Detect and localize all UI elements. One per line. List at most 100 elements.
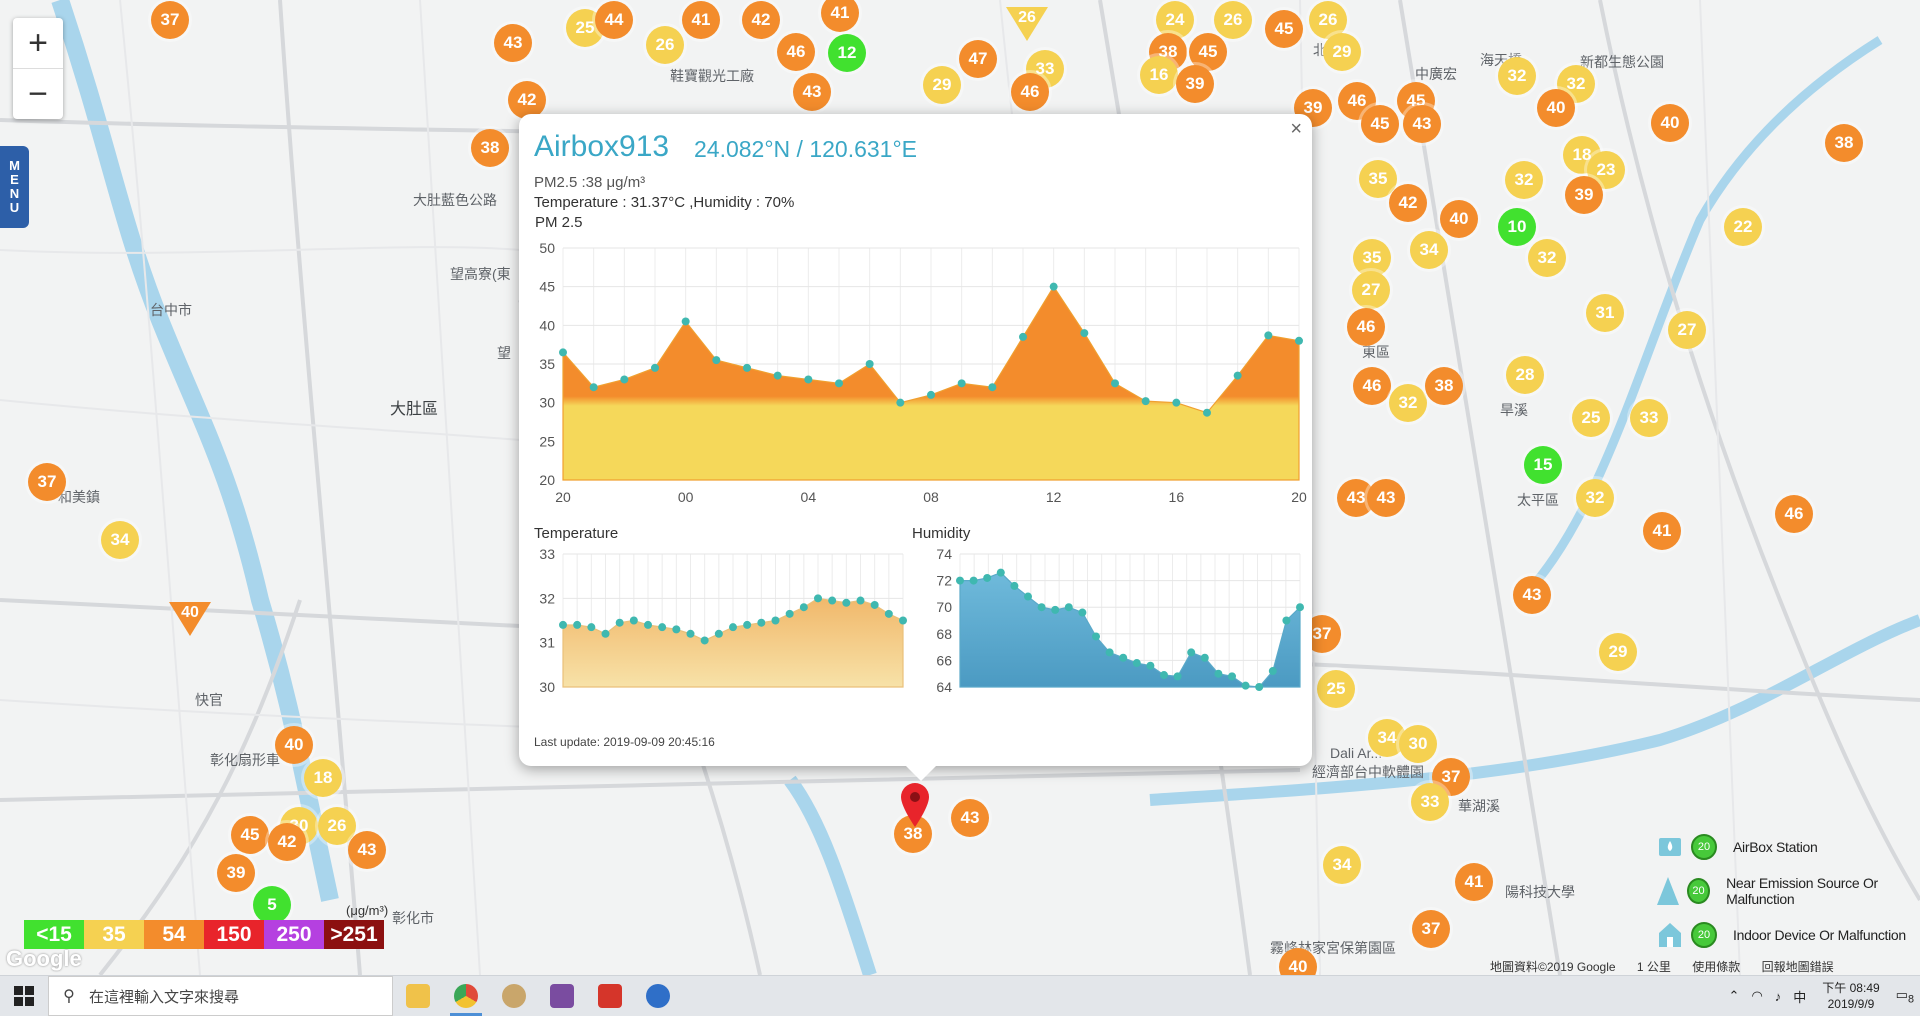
airbox-marker[interactable]: 46 <box>1347 308 1385 346</box>
airbox-marker[interactable]: 40 <box>275 726 313 764</box>
airbox-marker[interactable]: 29 <box>1323 33 1361 71</box>
airbox-marker[interactable]: 45 <box>231 816 269 854</box>
airbox-marker[interactable]: 40 <box>1537 89 1575 127</box>
airbox-marker[interactable]: 37 <box>1412 910 1450 948</box>
airbox-marker[interactable]: 43 <box>793 73 831 111</box>
airbox-marker[interactable]: 35 <box>1359 160 1397 198</box>
airbox-marker[interactable]: 31 <box>1586 294 1624 332</box>
airbox-marker[interactable]: 40 <box>1651 104 1689 142</box>
clock[interactable]: 下午 08:49 2019/9/9 <box>1822 980 1879 1012</box>
airbox-marker[interactable]: 30 <box>1399 725 1437 763</box>
airbox-marker[interactable]: 43 <box>1403 105 1441 143</box>
emission-marker[interactable]: 40 <box>169 602 211 636</box>
airbox-marker[interactable]: 32 <box>1557 65 1595 103</box>
close-icon[interactable]: × <box>1290 118 1302 140</box>
chevron-up-icon[interactable]: ⌃ <box>1728 988 1740 1003</box>
airbox-marker[interactable]: 34 <box>1323 846 1361 884</box>
airbox-marker[interactable]: 32 <box>1498 57 1536 95</box>
airbox-marker[interactable]: 38 <box>1425 367 1463 405</box>
airbox-marker[interactable]: 16 <box>1140 56 1178 94</box>
airbox-marker[interactable]: 15 <box>1524 446 1562 484</box>
ime-indicator[interactable]: 中 <box>1793 989 1807 1005</box>
airbox-marker[interactable]: 35 <box>1353 239 1391 277</box>
airbox-marker[interactable]: 39 <box>1176 65 1214 103</box>
airbox-marker[interactable]: 28 <box>1506 356 1544 394</box>
airbox-marker[interactable]: 45 <box>1189 33 1227 71</box>
airbox-marker[interactable]: 41 <box>821 0 859 32</box>
app-button-5[interactable] <box>590 980 630 1012</box>
airbox-marker[interactable]: 32 <box>1528 239 1566 277</box>
airbox-marker[interactable]: 40 <box>1279 948 1317 975</box>
airbox-marker[interactable]: 26 <box>1309 1 1347 39</box>
airbox-marker[interactable]: 32 <box>1576 479 1614 517</box>
airbox-marker[interactable]: 46 <box>777 33 815 71</box>
airbox-marker[interactable]: 46 <box>1353 367 1391 405</box>
start-button[interactable] <box>0 976 48 1016</box>
airbox-marker[interactable]: 42 <box>742 1 780 39</box>
airbox-marker[interactable]: 27 <box>1668 311 1706 349</box>
zoom-in-button[interactable]: + <box>13 18 63 69</box>
airbox-marker[interactable]: 12 <box>828 34 866 72</box>
app-button-4[interactable] <box>542 980 582 1012</box>
airbox-marker[interactable]: 42 <box>268 823 306 861</box>
airbox-marker[interactable]: 26 <box>646 26 684 64</box>
airbox-marker[interactable]: 34 <box>1410 231 1448 269</box>
zoom-out-button[interactable]: − <box>28 74 48 113</box>
airbox-marker[interactable]: 44 <box>595 1 633 39</box>
airbox-marker[interactable]: 25 <box>1572 399 1610 437</box>
airbox-marker[interactable]: 42 <box>508 81 546 119</box>
notification-icon[interactable]: ▭8 <box>1895 986 1914 1006</box>
file-explorer-button[interactable] <box>398 980 438 1012</box>
airbox-marker[interactable]: 37 <box>1432 758 1470 796</box>
airbox-marker[interactable]: 38 <box>1825 124 1863 162</box>
airbox-marker[interactable]: 29 <box>923 66 961 104</box>
chrome-button[interactable] <box>446 980 486 1016</box>
airbox-marker[interactable]: 10 <box>1498 208 1536 246</box>
airbox-marker[interactable]: 5 <box>253 886 291 924</box>
volume-icon[interactable]: ♪ <box>1774 988 1782 1004</box>
selected-location-pin-icon[interactable] <box>900 783 930 829</box>
terms-link[interactable]: 使用條款 <box>1692 960 1741 974</box>
airbox-marker[interactable]: 32 <box>1389 384 1427 422</box>
airbox-marker[interactable]: 38 <box>471 129 509 167</box>
airbox-marker[interactable]: 45 <box>1265 10 1303 48</box>
airbox-marker[interactable]: 45 <box>1361 105 1399 143</box>
airbox-marker[interactable]: 33 <box>1411 783 1449 821</box>
airbox-marker[interactable]: 39 <box>217 854 255 892</box>
airbox-marker[interactable]: 40 <box>1440 200 1478 238</box>
airbox-marker[interactable]: 33 <box>1630 399 1668 437</box>
airbox-marker[interactable]: 43 <box>494 24 532 62</box>
network-icon[interactable]: ◠ <box>1751 988 1763 1003</box>
airbox-marker[interactable]: 27 <box>1352 271 1390 309</box>
airbox-marker[interactable]: 18 <box>304 759 342 797</box>
airbox-marker[interactable]: 34 <box>101 521 139 559</box>
app-button-6[interactable] <box>638 980 678 1012</box>
airbox-marker[interactable]: 47 <box>959 40 997 78</box>
airbox-marker[interactable]: 43 <box>1367 479 1405 517</box>
airbox-marker[interactable]: 24 <box>1156 1 1194 39</box>
report-error-link[interactable]: 回報地圖錯誤 <box>1761 960 1834 974</box>
airbox-marker[interactable]: 29 <box>1599 633 1637 671</box>
airbox-marker[interactable]: 22 <box>1724 208 1762 246</box>
airbox-marker[interactable]: 37 <box>28 463 66 501</box>
app-button-3[interactable] <box>494 980 534 1012</box>
airbox-marker[interactable]: 43 <box>1513 576 1551 614</box>
taskbar-search-box[interactable]: ⚲ 在這裡輸入文字來搜尋 <box>48 976 393 1016</box>
airbox-marker[interactable]: 43 <box>348 831 386 869</box>
airbox-marker[interactable]: 46 <box>1011 73 1049 111</box>
airbox-marker[interactable]: 26 <box>318 807 356 845</box>
airbox-marker[interactable]: 39 <box>1565 176 1603 214</box>
airbox-marker[interactable]: 41 <box>1643 512 1681 550</box>
airbox-marker[interactable]: 37 <box>151 1 189 39</box>
airbox-marker[interactable]: 43 <box>951 799 989 837</box>
airbox-marker[interactable]: 42 <box>1389 184 1427 222</box>
airbox-marker[interactable]: 41 <box>1455 863 1493 901</box>
airbox-marker[interactable]: 32 <box>1505 161 1543 199</box>
emission-marker[interactable]: 26 <box>1006 7 1048 41</box>
airbox-marker[interactable]: 46 <box>1775 495 1813 533</box>
airbox-marker[interactable]: 25 <box>1317 670 1355 708</box>
airbox-marker[interactable]: 41 <box>682 1 720 39</box>
airbox-marker[interactable]: 39 <box>1294 89 1332 127</box>
menu-tab-button[interactable]: M E N U <box>0 146 29 228</box>
airbox-marker[interactable]: 26 <box>1214 1 1252 39</box>
